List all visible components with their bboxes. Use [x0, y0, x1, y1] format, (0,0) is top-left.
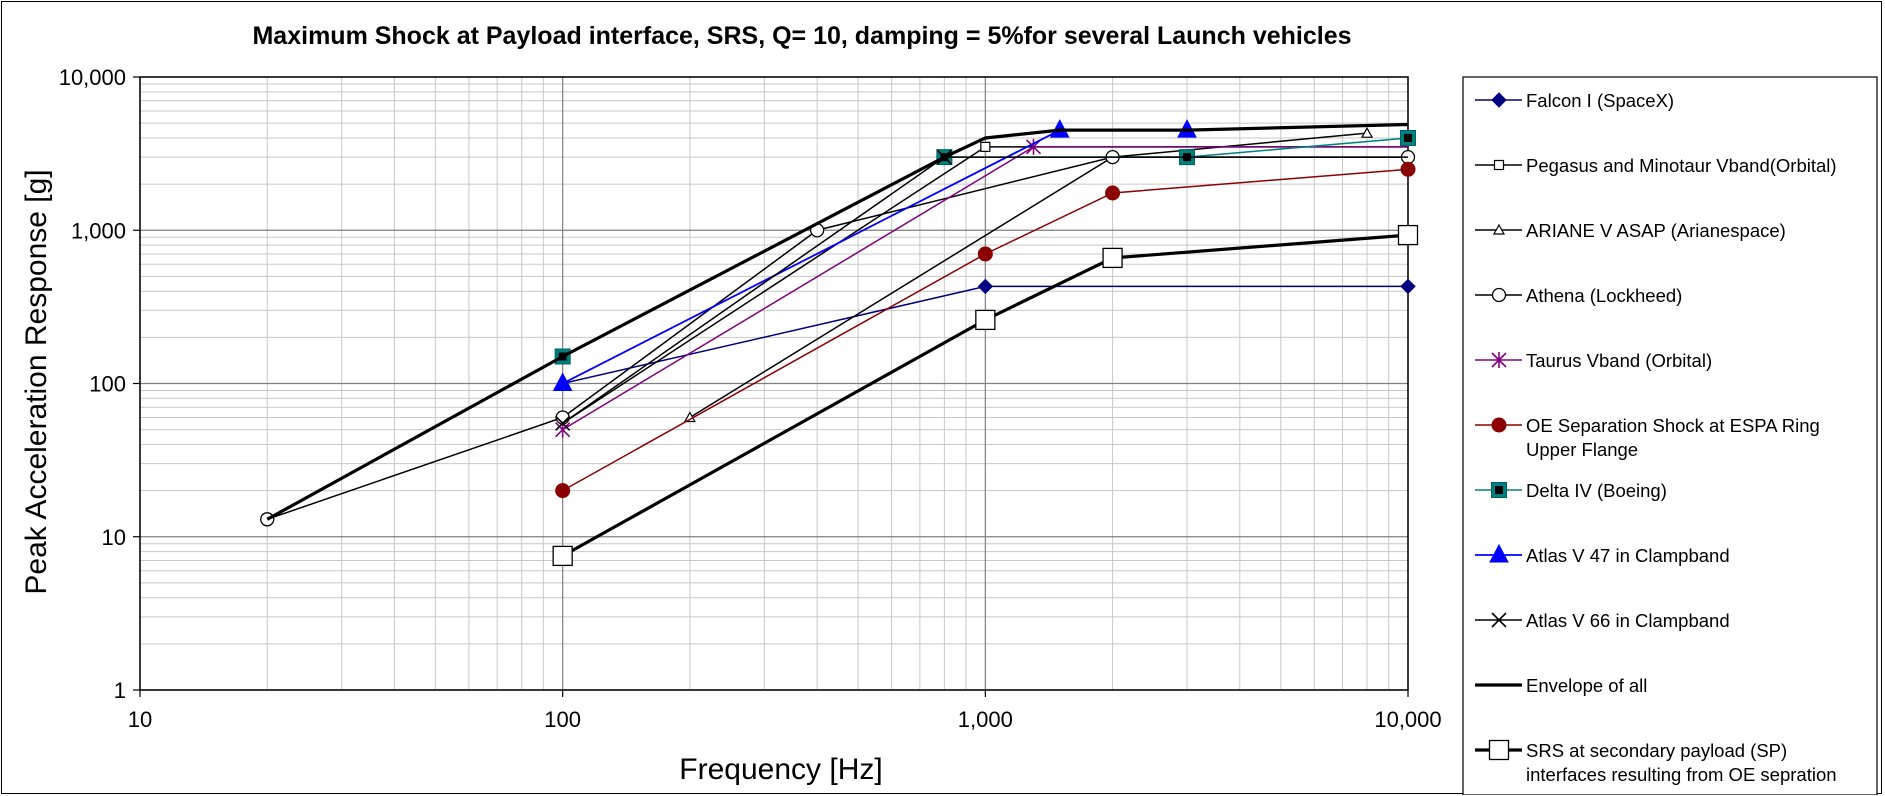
- legend-label: Falcon I (SpaceX): [1526, 90, 1674, 111]
- data-point-series-9: [555, 415, 571, 431]
- legend-box: [1462, 76, 1878, 795]
- series-line-3: [689, 132, 1368, 419]
- data-point-series-8: [552, 372, 573, 391]
- x-axis-label: Frequency [Hz]: [679, 753, 882, 786]
- legend-label: interfaces resulting from OE sepration: [1526, 764, 1837, 785]
- data-point-series-7: [1400, 129, 1416, 146]
- y-tick-label: 10,000: [59, 65, 126, 90]
- plot-border: [139, 76, 1409, 691]
- legend-item-6: OE Separation Shock at ESPA Ring Upper Fl…: [1475, 415, 1820, 460]
- legend-label: ARIANE V ASAP (Arianespace): [1526, 220, 1786, 241]
- data-point-series-11: [552, 545, 573, 567]
- x-tick-label: 1,000: [958, 707, 1013, 732]
- data-point-series-5: [1025, 138, 1042, 155]
- legend-label: Envelope of all: [1526, 675, 1647, 696]
- legend-item-8: Atlas V 47 in Clampband: [1475, 543, 1730, 566]
- data-point-series-11: [1102, 247, 1123, 269]
- legend-swatch-marker: [1492, 223, 1506, 235]
- series-line-10: [266, 122, 1409, 521]
- x-tick-label: 10,000: [1374, 707, 1441, 732]
- legend-item-2: Pegasus and Minotaur Vband(Orbital): [1475, 155, 1837, 176]
- legend-item-11: SRS at secondary payload (SP) interfaces …: [1475, 739, 1837, 785]
- data-point-series-2: [980, 141, 991, 152]
- legend-swatch-marker: [1491, 612, 1507, 628]
- data-point-series-6: [1400, 161, 1416, 177]
- data-point-series-1: [1400, 278, 1416, 295]
- legend-swatch-marker: [1491, 417, 1507, 433]
- legend-item-4: Athena (Lockheed): [1475, 285, 1682, 306]
- y-tick-label: 1,000: [71, 218, 126, 243]
- data-point-series-6: [977, 246, 993, 262]
- legend-item-3: ARIANE V ASAP (Arianespace): [1475, 220, 1786, 241]
- data-point-series-6: [555, 483, 571, 499]
- legend-label: Taurus Vband (Orbital): [1526, 350, 1712, 371]
- legend-swatch-marker: [1491, 352, 1507, 368]
- y-tick-label: 1: [114, 678, 126, 703]
- x-tick-label: 10: [128, 707, 152, 732]
- data-point-series-11: [975, 309, 996, 331]
- chart-title: Maximum Shock at Payload interface, SRS,…: [252, 22, 1351, 50]
- legend-item-1: Falcon I (SpaceX): [1475, 90, 1674, 111]
- legend: Falcon I (SpaceX) Pegasus and Minotaur Vb…: [1462, 76, 1878, 795]
- legend-label: OE Separation Shock at ESPA Ring: [1526, 415, 1820, 436]
- legend-label: Athena (Lockheed): [1526, 285, 1682, 306]
- legend-label: Upper Flange: [1526, 439, 1638, 460]
- legend-item-9: Atlas V 66 in Clampband: [1475, 610, 1730, 631]
- legend-item-7: Delta IV (Boeing): [1475, 480, 1667, 501]
- series-line-6: [562, 168, 1409, 492]
- series-line-11: [561, 233, 1409, 558]
- data-point-series-11: [1397, 224, 1419, 246]
- legend-label: Delta IV (Boeing): [1526, 480, 1667, 501]
- y-tick-label: 100: [89, 372, 126, 397]
- legend-swatch-marker: [1493, 159, 1505, 171]
- y-tick-label: 10: [102, 525, 126, 550]
- legend-swatch-marker: [1491, 287, 1507, 303]
- x-tick-label: 100: [544, 707, 581, 732]
- data-point-series-3: [683, 411, 696, 423]
- legend-label: Atlas V 66 in Clampband: [1526, 610, 1730, 631]
- data-point-series-6: [1105, 185, 1121, 201]
- data-point-series-3: [1361, 126, 1374, 138]
- legend-swatch-marker: [1489, 543, 1509, 563]
- legend-swatch-marker: [1491, 482, 1507, 498]
- legend-label: SRS at secondary payload (SP): [1526, 740, 1787, 761]
- legend-swatch-marker: [1488, 739, 1510, 761]
- legend-item-10: Envelope of all: [1475, 675, 1647, 696]
- y-axis-label: Peak Acceleration Response [g]: [20, 169, 53, 594]
- legend-label: Pegasus and Minotaur Vband(Orbital): [1526, 155, 1837, 176]
- legend-label: Atlas V 47 in Clampband: [1526, 545, 1730, 566]
- data-point-series-1: [977, 278, 994, 295]
- legend-item-5: Taurus Vband (Orbital): [1475, 350, 1712, 371]
- legend-swatch-marker: [1491, 92, 1507, 108]
